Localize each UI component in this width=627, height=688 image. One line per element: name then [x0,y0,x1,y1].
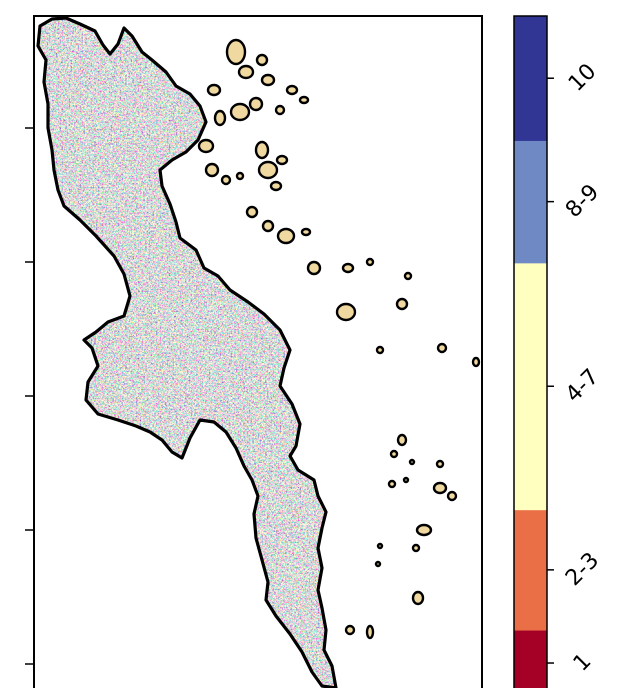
island-1 [225,38,247,66]
island-27 [403,271,413,281]
colorbar-segment-4 [514,140,547,264]
island-10 [248,96,264,112]
colorbar-label-3: 4-7 [561,364,604,407]
colorbar-segment-1 [514,630,547,688]
colorbar-frame [513,15,548,688]
island-35 [389,449,399,459]
colorbar-labels: 1 2-3 4-7 8-9 10 [547,59,604,676]
map-panel [34,16,482,688]
island-5 [285,84,299,96]
island-8 [213,109,227,127]
island-32 [471,356,481,368]
island-9 [229,102,251,122]
island-12 [197,138,215,154]
island-40 [387,479,397,489]
colorbar-segment-5 [514,16,547,141]
island-39 [446,490,458,502]
island-45 [411,590,425,606]
island-16 [254,140,270,160]
axis-ticks [25,127,34,665]
island-23 [300,227,312,237]
colorbar-segment-2 [514,509,547,631]
island-20 [245,205,259,219]
island-47 [365,624,375,640]
island-26 [365,257,375,267]
island-11 [274,104,286,116]
colorbar-label-5: 10 [564,59,601,96]
island-46 [344,624,356,636]
colorbar-label-1: 1 [569,649,597,677]
island-29 [395,297,409,311]
island-44 [374,560,382,568]
island-15 [235,171,245,181]
island-17 [257,160,279,180]
island-25 [341,262,355,274]
island-34 [408,458,416,466]
island-3 [255,53,269,67]
island-30 [375,345,385,355]
island-group [197,38,481,640]
island-43 [376,542,384,550]
island-42 [411,543,421,553]
island-21 [261,219,275,233]
island-18 [275,154,289,166]
island-38 [432,481,448,495]
colorbar [514,16,547,688]
mainland-outline [36,16,338,688]
colorbar-segment-3 [514,262,547,511]
island-22 [276,227,296,245]
island-19 [269,180,283,192]
map-frame [33,15,483,688]
island-7 [206,83,222,97]
island-2 [237,64,255,80]
island-14 [220,174,232,186]
island-24 [306,260,322,276]
island-37 [435,459,445,469]
colorbar-label-2: 2-3 [561,548,604,591]
island-33 [396,433,408,447]
island-4 [260,73,276,87]
island-31 [436,342,448,354]
island-13 [204,162,220,178]
island-36 [402,476,410,484]
island-41 [415,523,433,537]
colorbar-label-4: 8-9 [561,180,604,223]
island-6 [298,95,310,105]
island-28 [335,302,357,322]
